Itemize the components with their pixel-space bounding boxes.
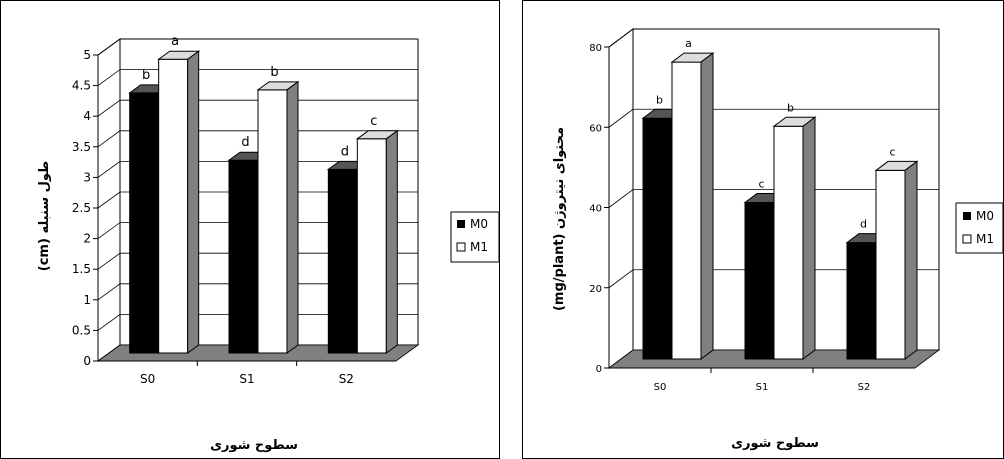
y-tick-label: 80 bbox=[589, 43, 602, 54]
bar-m1-s0 bbox=[157, 50, 201, 354]
significance-letter: b bbox=[787, 101, 794, 114]
x-tick-label: S1 bbox=[239, 372, 254, 386]
labels: 0 0.5 1 1.5 2 2.5 3 3.5 4 4.5 5 S0 b a S1 d b S2 d c bbox=[72, 34, 378, 386]
gridline bbox=[97, 130, 418, 148]
gridline bbox=[608, 189, 939, 208]
significance-letter: b bbox=[142, 68, 150, 83]
significance-letter: c bbox=[370, 114, 377, 129]
y-tick-label: 4 bbox=[83, 109, 91, 123]
significance-letter: a bbox=[171, 34, 179, 49]
significance-letter: b bbox=[270, 65, 278, 80]
gridline bbox=[608, 108, 939, 128]
x-tick-label: S2 bbox=[858, 382, 871, 393]
x-tick-label: S0 bbox=[140, 372, 155, 386]
gridline bbox=[97, 99, 418, 117]
y-tick-label: 40 bbox=[589, 204, 602, 215]
bar-m1-s1 bbox=[772, 116, 817, 360]
x-axis-title: سطوح شوری bbox=[210, 438, 298, 453]
legend: M0 M1 bbox=[450, 211, 499, 263]
y-tick-label: 2.5 bbox=[72, 201, 91, 215]
gridline bbox=[97, 191, 418, 209]
y-tick-label: 1.5 bbox=[72, 262, 91, 276]
y-tick-label: 0 bbox=[83, 354, 91, 368]
legend-swatch-m1 bbox=[456, 242, 466, 252]
gridline bbox=[97, 313, 418, 331]
legend-label-m0: M0 bbox=[470, 217, 488, 231]
y-tick-label: 3.5 bbox=[72, 140, 91, 154]
x-tick-label: S0 bbox=[654, 382, 667, 393]
y-tick-label: 2 bbox=[83, 232, 91, 246]
bar-m1-s0 bbox=[670, 52, 715, 360]
significance-letter: b bbox=[656, 93, 663, 106]
gridline bbox=[97, 38, 418, 56]
y-tick-label: 20 bbox=[589, 284, 602, 295]
legend-swatch-m1 bbox=[962, 234, 972, 244]
legend: M0 M1 bbox=[955, 202, 1003, 254]
significance-letter: a bbox=[685, 37, 692, 50]
x-axis-title: سطوح شوری bbox=[731, 436, 819, 451]
nitrogen-content-chart: 0 20 40 60 80 S0 b a S1 c b S2 d c سطوح شوری محتوای ن… bbox=[552, 28, 1003, 451]
legend-label-m1: M1 bbox=[470, 240, 488, 254]
y-tick-label: 60 bbox=[589, 123, 602, 134]
y-tick-label: 4.5 bbox=[72, 79, 91, 93]
chart-panel-spike-length: 0 0.5 1 1.5 2 2.5 3 3.5 4 4.5 5 S0 b a S1 d b S2 d c سطوح ش… bbox=[0, 0, 500, 459]
legend-swatch-m0 bbox=[457, 220, 465, 228]
legend-label-m0: M0 bbox=[976, 209, 994, 223]
y-axis-title: طول سنبله (cm) bbox=[37, 161, 52, 271]
y-tick-label: 0 bbox=[596, 364, 602, 375]
gridline bbox=[97, 160, 418, 178]
bars bbox=[641, 52, 919, 360]
bar-m1-s2 bbox=[355, 129, 399, 354]
spike-length-chart: 0 0.5 1 1.5 2 2.5 3 3.5 4 4.5 5 S0 b a S1 d b S2 d c سطوح ش… bbox=[37, 34, 499, 453]
x-tick-label: S2 bbox=[339, 372, 354, 386]
gridline bbox=[608, 28, 939, 48]
bar-m1-s1 bbox=[256, 80, 300, 354]
gridline bbox=[97, 222, 418, 239]
gridline bbox=[97, 283, 418, 301]
legend-label-m1: M1 bbox=[976, 232, 994, 246]
y-tick-label: 1 bbox=[83, 293, 91, 307]
significance-letter: d bbox=[860, 218, 867, 231]
significance-letter: d bbox=[241, 135, 249, 150]
y-tick-label: 5 bbox=[83, 48, 91, 62]
y-tick-label: 3 bbox=[83, 170, 91, 184]
gridline bbox=[608, 269, 939, 289]
legend-box bbox=[955, 202, 1003, 254]
significance-letter: d bbox=[341, 144, 349, 159]
legend-swatch-m0 bbox=[963, 212, 971, 220]
bars bbox=[128, 50, 399, 354]
x-tick-label: S1 bbox=[756, 382, 769, 393]
bar-m1-s2 bbox=[874, 160, 919, 360]
gridline bbox=[97, 252, 418, 270]
labels: 0 20 40 60 80 S0 b a S1 c b S2 d c bbox=[589, 37, 895, 393]
significance-letter: c bbox=[758, 178, 764, 191]
y-tick-label: 0.5 bbox=[72, 323, 91, 337]
significance-letter: c bbox=[889, 145, 895, 158]
gridline bbox=[97, 69, 418, 86]
y-axis-title: محتوای نیتروژن (mg/plant) bbox=[552, 127, 567, 311]
chart-panel-nitrogen-content: 0 20 40 60 80 S0 b a S1 c b S2 d c سطوح شوری محتوای ن… bbox=[522, 0, 1004, 459]
